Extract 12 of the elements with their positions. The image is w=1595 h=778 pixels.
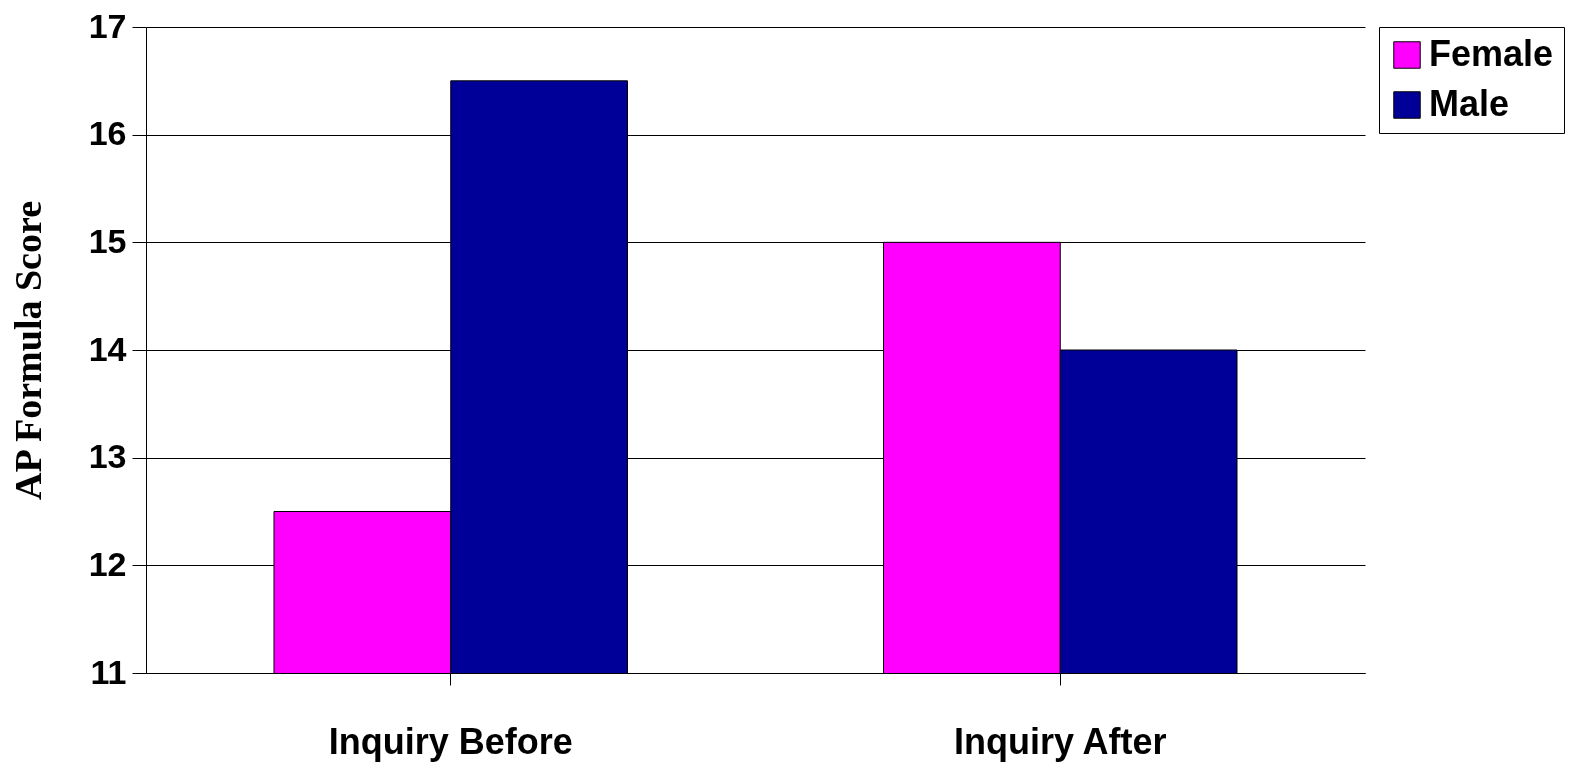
y-axis-title: AP Formula Score	[6, 200, 49, 501]
y-tick-label: 11	[90, 652, 127, 691]
y-tick-label: 12	[88, 544, 127, 583]
y-tick-label: 15	[88, 221, 127, 260]
x-tick-label: Inquiry After	[953, 720, 1167, 762]
x-tick-label: Inquiry Before	[328, 720, 573, 762]
legend-label: Male	[1429, 83, 1510, 124]
y-tick-label: 13	[88, 437, 127, 476]
legend-label: Female	[1429, 33, 1554, 74]
y-tick-label: 16	[88, 114, 127, 153]
y-tick-label: 14	[88, 329, 127, 368]
y-tick-label: 17	[88, 6, 127, 45]
